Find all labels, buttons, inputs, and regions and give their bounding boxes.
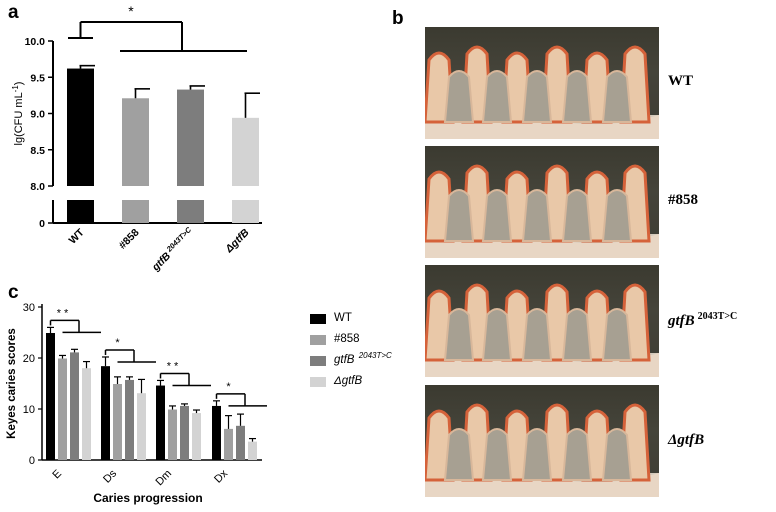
photo-label-858: #858 (668, 192, 698, 208)
significance-star: * * (57, 307, 69, 319)
dentin-area (601, 70, 633, 123)
y-tick-label: 9.0 (30, 109, 45, 121)
bar (177, 89, 204, 186)
y-tick-label: 9.5 (30, 72, 45, 84)
x-tick-label: Dm (154, 468, 175, 489)
dentin-area (561, 308, 593, 361)
bar-lower (122, 200, 149, 223)
dentin-area (443, 428, 475, 481)
dentin-area (481, 189, 513, 242)
dentin-area (443, 189, 475, 242)
bar (212, 405, 221, 460)
y-tick-label: 30 (23, 302, 35, 314)
legend-swatch (310, 314, 326, 324)
bar (224, 428, 233, 460)
photo-858 (425, 146, 659, 258)
x-tick-label: gtfB 2043T>C (148, 225, 197, 274)
dentin-area (521, 189, 553, 242)
significance-star: * (128, 3, 134, 19)
y-tick-label: 0 (39, 218, 45, 230)
dentin-area (481, 308, 513, 361)
photo-label-gtfb-mutant: gtfB 2043T>C (668, 311, 738, 329)
y-axis-label: lg(CFU mL-1) (11, 82, 25, 146)
panel-letter-c: c (8, 282, 19, 303)
bar (137, 393, 146, 460)
bar (248, 441, 257, 460)
bar (67, 68, 94, 186)
dentin-area (561, 428, 593, 481)
bar (232, 117, 259, 186)
x-tick-label: ΔgtfB (223, 226, 252, 255)
dentin-area (481, 70, 513, 123)
bar (192, 413, 201, 460)
bar-lower (67, 200, 94, 223)
y-tick-label: 10 (23, 404, 35, 416)
dentin-area (601, 308, 633, 361)
dentin-area (521, 428, 553, 481)
x-tick-label: Dx (212, 467, 230, 485)
legend-label: ΔgtfB (334, 375, 363, 387)
bar (122, 98, 149, 186)
y-axis-label: Keyes caries scores (6, 328, 18, 439)
dentin-area (521, 70, 553, 123)
x-tick-label: #858 (117, 227, 142, 252)
legend-swatch (310, 356, 326, 366)
bar (101, 366, 110, 460)
dentin-area (601, 428, 633, 481)
photo-wt (425, 27, 659, 139)
panel-letter-a: a (8, 2, 19, 23)
bar (82, 368, 91, 460)
x-tick-label: WT (67, 226, 87, 246)
x-axis-label: Caries progression (93, 491, 202, 505)
legend-swatch (310, 335, 326, 345)
bar (70, 352, 79, 460)
bar (236, 425, 245, 460)
x-tick-label: Ds (101, 467, 119, 485)
dentin-area (601, 189, 633, 242)
dentin-area (443, 308, 475, 361)
bar (156, 385, 165, 460)
legend-swatch (310, 377, 326, 387)
bar (46, 333, 55, 460)
legend-label: gtfB (334, 354, 355, 366)
photo-label-delta-gtfb: ΔgtfB (668, 432, 705, 448)
bar-lower (232, 200, 259, 223)
x-tick-label: E (50, 468, 64, 482)
dentin-area (521, 308, 553, 361)
photo-label-wt: WT (668, 73, 694, 89)
y-tick-label: 10.0 (25, 36, 46, 48)
bar (180, 405, 189, 460)
dentin-area (561, 189, 593, 242)
bar (58, 358, 67, 460)
legend-label: WT (334, 312, 352, 324)
chart-a: 10.0 9.5 9.0 8.5 8.0 0 lg(CFU mL-1) WT #858gtfB … (11, 3, 262, 274)
dentin-area (443, 70, 475, 123)
bar (125, 379, 134, 460)
dentin-area (561, 70, 593, 123)
bar (113, 384, 122, 460)
significance-star: * (115, 337, 120, 349)
significance-star: * (226, 381, 231, 393)
chart-c: 0 10 20 30 Keyes caries scores Caries progres… (6, 302, 267, 505)
photo-gtfb-mutant (425, 265, 659, 377)
y-tick-label: 8.5 (30, 145, 45, 157)
legend-label: #858 (334, 333, 360, 345)
photo-delta-gtfb (425, 385, 659, 497)
y-tick-label: 0 (29, 455, 35, 467)
bar (168, 409, 177, 460)
y-tick-label: 20 (23, 353, 35, 365)
significance-star: * * (167, 360, 179, 372)
y-tick-label: 8.0 (30, 181, 45, 193)
dentin-area (481, 428, 513, 481)
panel-letter-b: b (392, 8, 404, 29)
bar-lower (177, 200, 204, 223)
legend-label-sup: 2043T>C (356, 351, 392, 360)
